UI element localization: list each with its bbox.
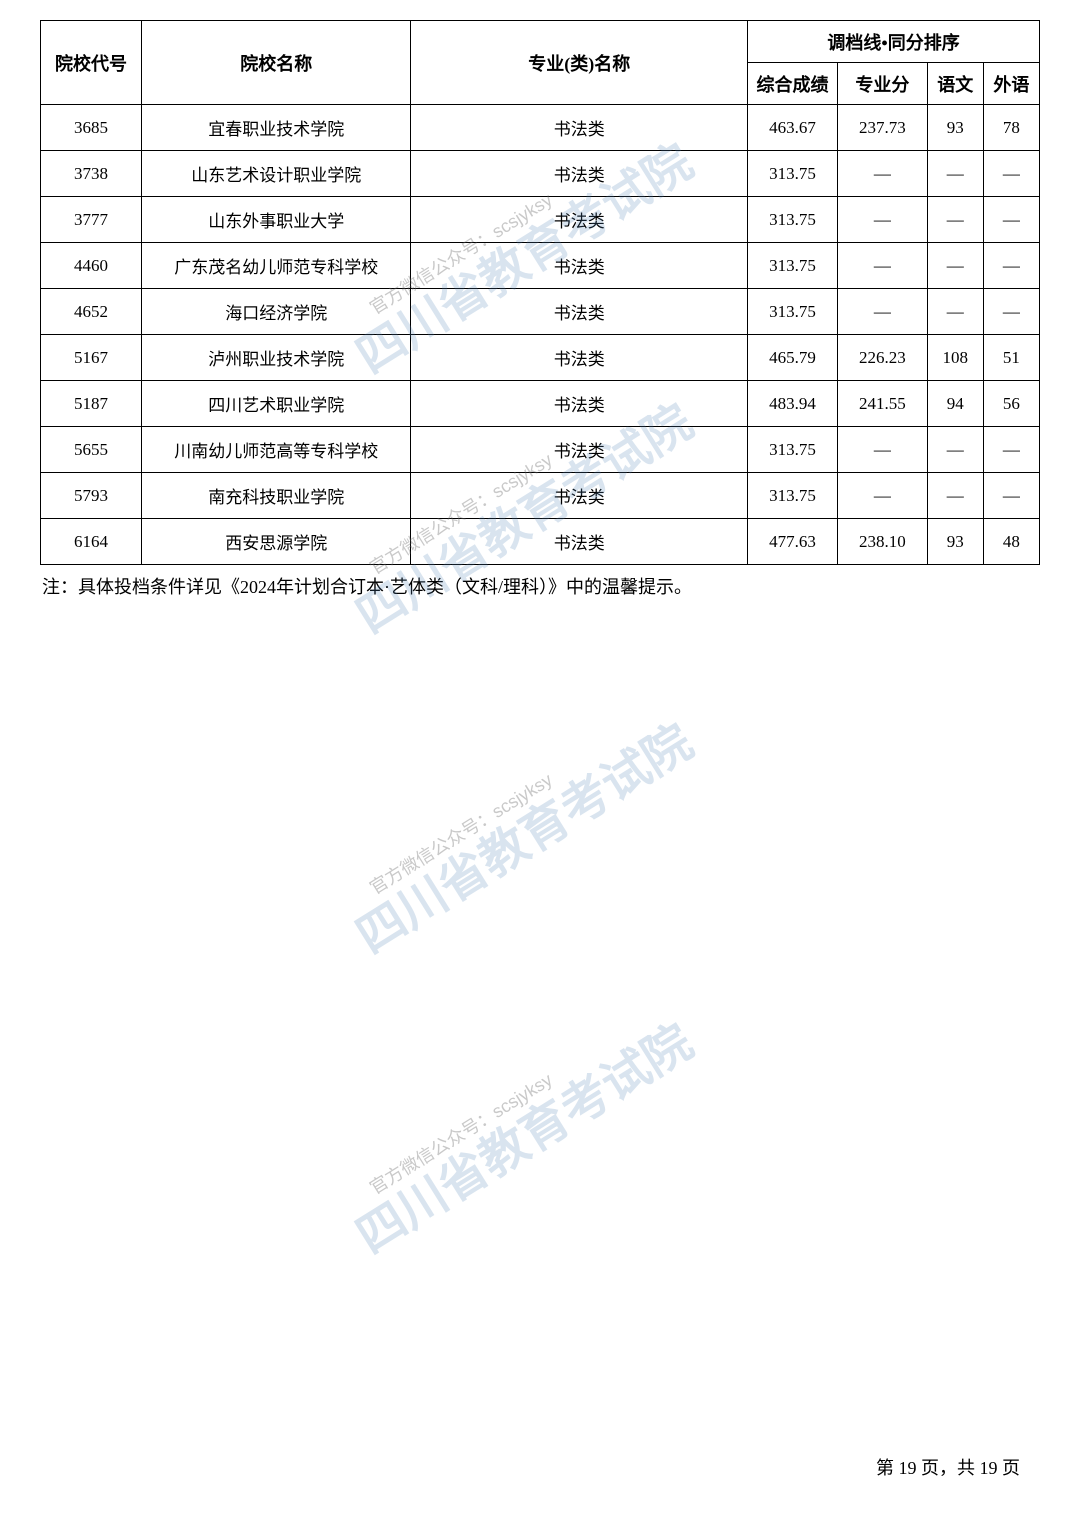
cell-code: 3738 [41,151,142,197]
cell-fl: — [983,151,1039,197]
cell-major: 书法类 [411,289,748,335]
table-row: 5167泸州职业技术学院书法类465.79226.2310851 [41,335,1040,381]
table-row: 4460广东茂名幼儿师范专科学校书法类313.75——— [41,243,1040,289]
cell-code: 5187 [41,381,142,427]
header-major: 专业(类)名称 [411,21,748,105]
table-row: 3738山东艺术设计职业学院书法类313.75——— [41,151,1040,197]
cell-spec: 238.10 [837,519,927,565]
cell-code: 4652 [41,289,142,335]
cell-major: 书法类 [411,151,748,197]
cell-cn: — [927,427,983,473]
cell-code: 5655 [41,427,142,473]
admission-table: 院校代号 院校名称 专业(类)名称 调档线•同分排序 综合成绩 专业分 语文 外… [40,20,1040,565]
table-row: 6164西安思源学院书法类477.63238.109348 [41,519,1040,565]
cell-fl: 56 [983,381,1039,427]
cell-name: 宜春职业技术学院 [142,105,411,151]
cell-name: 四川艺术职业学院 [142,381,411,427]
cell-major: 书法类 [411,243,748,289]
watermark-sub: 官方微信公众号：scsjyksy [364,766,557,900]
cell-total: 313.75 [748,243,838,289]
header-code: 院校代号 [41,21,142,105]
cell-cn: — [927,473,983,519]
header-spec: 专业分 [837,63,927,105]
cell-spec: — [837,289,927,335]
cell-total: 313.75 [748,151,838,197]
cell-fl: 78 [983,105,1039,151]
cell-total: 313.75 [748,197,838,243]
cell-cn: — [927,243,983,289]
table-row: 4652海口经济学院书法类313.75——— [41,289,1040,335]
cell-fl: — [983,473,1039,519]
watermark-main: 四川省教育考试院 [341,704,704,967]
cell-cn: 93 [927,519,983,565]
cell-cn: 94 [927,381,983,427]
cell-fl: 48 [983,519,1039,565]
cell-total: 477.63 [748,519,838,565]
cell-name: 山东艺术设计职业学院 [142,151,411,197]
watermark-main: 四川省教育考试院 [341,1004,704,1267]
cell-major: 书法类 [411,427,748,473]
table-body: 3685宜春职业技术学院书法类463.67237.7393783738山东艺术设… [41,105,1040,565]
cell-cn: — [927,197,983,243]
cell-fl: — [983,243,1039,289]
cell-major: 书法类 [411,381,748,427]
cell-fl: — [983,197,1039,243]
table-row: 5655川南幼儿师范高等专科学校书法类313.75——— [41,427,1040,473]
cell-spec: — [837,243,927,289]
cell-spec: — [837,427,927,473]
header-total: 综合成绩 [748,63,838,105]
cell-name: 南充科技职业学院 [142,473,411,519]
cell-cn: 108 [927,335,983,381]
cell-major: 书法类 [411,105,748,151]
cell-cn: — [927,289,983,335]
header-chinese: 语文 [927,63,983,105]
cell-total: 313.75 [748,289,838,335]
cell-major: 书法类 [411,335,748,381]
cell-fl: — [983,427,1039,473]
watermark-sub: 官方微信公众号：scsjyksy [364,1066,557,1200]
cell-name: 川南幼儿师范高等专科学校 [142,427,411,473]
cell-spec: — [837,473,927,519]
cell-code: 5167 [41,335,142,381]
cell-name: 山东外事职业大学 [142,197,411,243]
cell-major: 书法类 [411,197,748,243]
cell-spec: — [837,197,927,243]
cell-name: 海口经济学院 [142,289,411,335]
cell-spec: 237.73 [837,105,927,151]
cell-name: 西安思源学院 [142,519,411,565]
cell-total: 483.94 [748,381,838,427]
cell-fl: 51 [983,335,1039,381]
table-header-row-1: 院校代号 院校名称 专业(类)名称 调档线•同分排序 [41,21,1040,63]
page-number: 第 19 页，共 19 页 [876,1454,1020,1480]
cell-cn: 93 [927,105,983,151]
cell-spec: — [837,151,927,197]
cell-total: 313.75 [748,473,838,519]
header-name: 院校名称 [142,21,411,105]
cell-code: 5793 [41,473,142,519]
cell-spec: 226.23 [837,335,927,381]
table-row: 5187四川艺术职业学院书法类483.94241.559456 [41,381,1040,427]
cell-spec: 241.55 [837,381,927,427]
cell-cn: — [927,151,983,197]
footnote: 注：具体投档条件详见《2024年计划合订本·艺体类（文科/理科）》中的温馨提示。 [40,573,1040,599]
table-row: 5793南充科技职业学院书法类313.75——— [41,473,1040,519]
cell-code: 4460 [41,243,142,289]
cell-major: 书法类 [411,473,748,519]
cell-total: 465.79 [748,335,838,381]
cell-total: 463.67 [748,105,838,151]
cell-name: 广东茂名幼儿师范专科学校 [142,243,411,289]
header-foreign: 外语 [983,63,1039,105]
cell-code: 3777 [41,197,142,243]
table-row: 3777山东外事职业大学书法类313.75——— [41,197,1040,243]
cell-total: 313.75 [748,427,838,473]
cell-name: 泸州职业技术学院 [142,335,411,381]
cell-fl: — [983,289,1039,335]
table-row: 3685宜春职业技术学院书法类463.67237.739378 [41,105,1040,151]
cell-code: 3685 [41,105,142,151]
cell-major: 书法类 [411,519,748,565]
header-score-group: 调档线•同分排序 [748,21,1040,63]
cell-code: 6164 [41,519,142,565]
